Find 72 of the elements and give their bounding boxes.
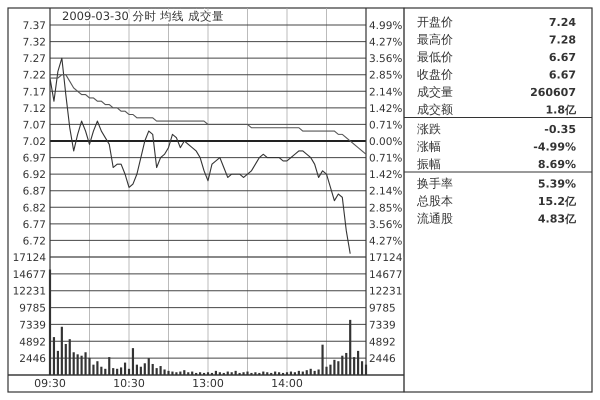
category-label: 成交额 (417, 102, 453, 116)
y-tick-label: 7.17 (22, 86, 46, 98)
y-tick-label: 6.92 (22, 169, 46, 182)
y-tick-label: 7.37 (22, 20, 46, 32)
y2-tick-label: 17124 (369, 252, 403, 264)
y-tick-label: 7.02 (22, 136, 46, 148)
y2-tick-label: 2.14% (369, 186, 402, 198)
text: -0.35 (544, 123, 576, 136)
text: 8.69% (538, 158, 576, 171)
y2-tick-label: 1.42% (369, 102, 402, 115)
y2-tick-label: 2.85% (369, 70, 402, 82)
category-label: 开盘价 (417, 15, 453, 29)
category-label: 振幅 (417, 157, 441, 171)
text: -4.99% (533, 140, 576, 154)
y2-tick-label: 0.71% (369, 152, 402, 165)
y-tick-label: 7.22 (22, 70, 46, 82)
text: 7.24 (548, 16, 576, 29)
y2-tick-label: 2.85% (369, 202, 402, 214)
text: 1.8亿 (546, 104, 576, 116)
text: 6.67 (548, 51, 576, 64)
category-label: 涨幅 (417, 140, 441, 154)
text: 6.67 (548, 68, 576, 82)
y2-tick-label: 2.14% (369, 86, 402, 98)
y-tick-label: 7339 (19, 319, 46, 332)
category-label: 成交量 (417, 85, 453, 99)
x-tick-label: 13:00 (192, 377, 224, 390)
y2-tick-label: 0.71% (369, 119, 402, 132)
y-tick-label: 7.07 (22, 119, 46, 132)
category-label: 涨跌 (417, 122, 441, 136)
text: 260607 (530, 86, 576, 99)
text: 4.83亿 (538, 212, 576, 226)
y-tick-label: 9785 (19, 302, 46, 315)
y-tick-label: 7.12 (22, 102, 46, 115)
y2-tick-label: 14677 (369, 268, 402, 281)
y-tick-label: 6.72 (22, 235, 46, 248)
y-tick-label: 7.32 (22, 36, 46, 49)
category-label: 流通股 (417, 212, 453, 226)
category-label: 收盘价 (417, 68, 453, 82)
y-tick-label: 14677 (12, 268, 46, 281)
y-tick-label: 2446 (19, 353, 46, 366)
line-series (49, 74, 367, 155)
y-tick-label: 6.82 (22, 202, 46, 214)
y2-tick-label: 2446 (369, 353, 396, 366)
x-tick-label: 10:30 (113, 377, 145, 390)
y2-tick-label: 4.27% (369, 235, 402, 248)
text: 5.39% (538, 178, 576, 190)
category-label: 最高价 (417, 32, 453, 46)
y2-tick-label: 0.00% (369, 136, 402, 148)
y-tick-label: 6.77 (22, 218, 46, 231)
x-tick-label: 14:00 (271, 377, 303, 390)
y2-tick-label: 7339 (369, 319, 396, 332)
y-tick-label: 7.27 (22, 53, 46, 66)
y2-tick-label: 9785 (369, 302, 396, 315)
y2-tick-label: 4892 (369, 336, 396, 348)
y-tick-label: 6.97 (22, 152, 46, 165)
y2-tick-label: 12231 (369, 286, 402, 298)
y2-tick-label: 1.42% (369, 169, 402, 182)
category-label: 总股本 (416, 194, 453, 208)
category-label: 最低价 (417, 50, 453, 64)
text: 15.2亿 (538, 195, 576, 208)
y2-tick-label: 3.56% (369, 53, 402, 66)
y2-tick-label: 4.99% (369, 20, 402, 32)
y-tick-label: 12231 (12, 286, 46, 298)
x-tick-label: 09:30 (34, 377, 66, 390)
y-tick-label: 6.87 (22, 186, 46, 198)
y-tick-label: 17124 (12, 252, 46, 264)
chart-title: 2009-03-30 分时 均线 成交量 (62, 9, 224, 23)
text: 7.28 (548, 34, 576, 46)
y-tick-label: 4892 (19, 336, 46, 348)
category-label: 换手率 (417, 176, 453, 190)
y2-tick-label: 3.56% (369, 218, 402, 231)
y2-tick-label: 4.27% (369, 36, 402, 49)
